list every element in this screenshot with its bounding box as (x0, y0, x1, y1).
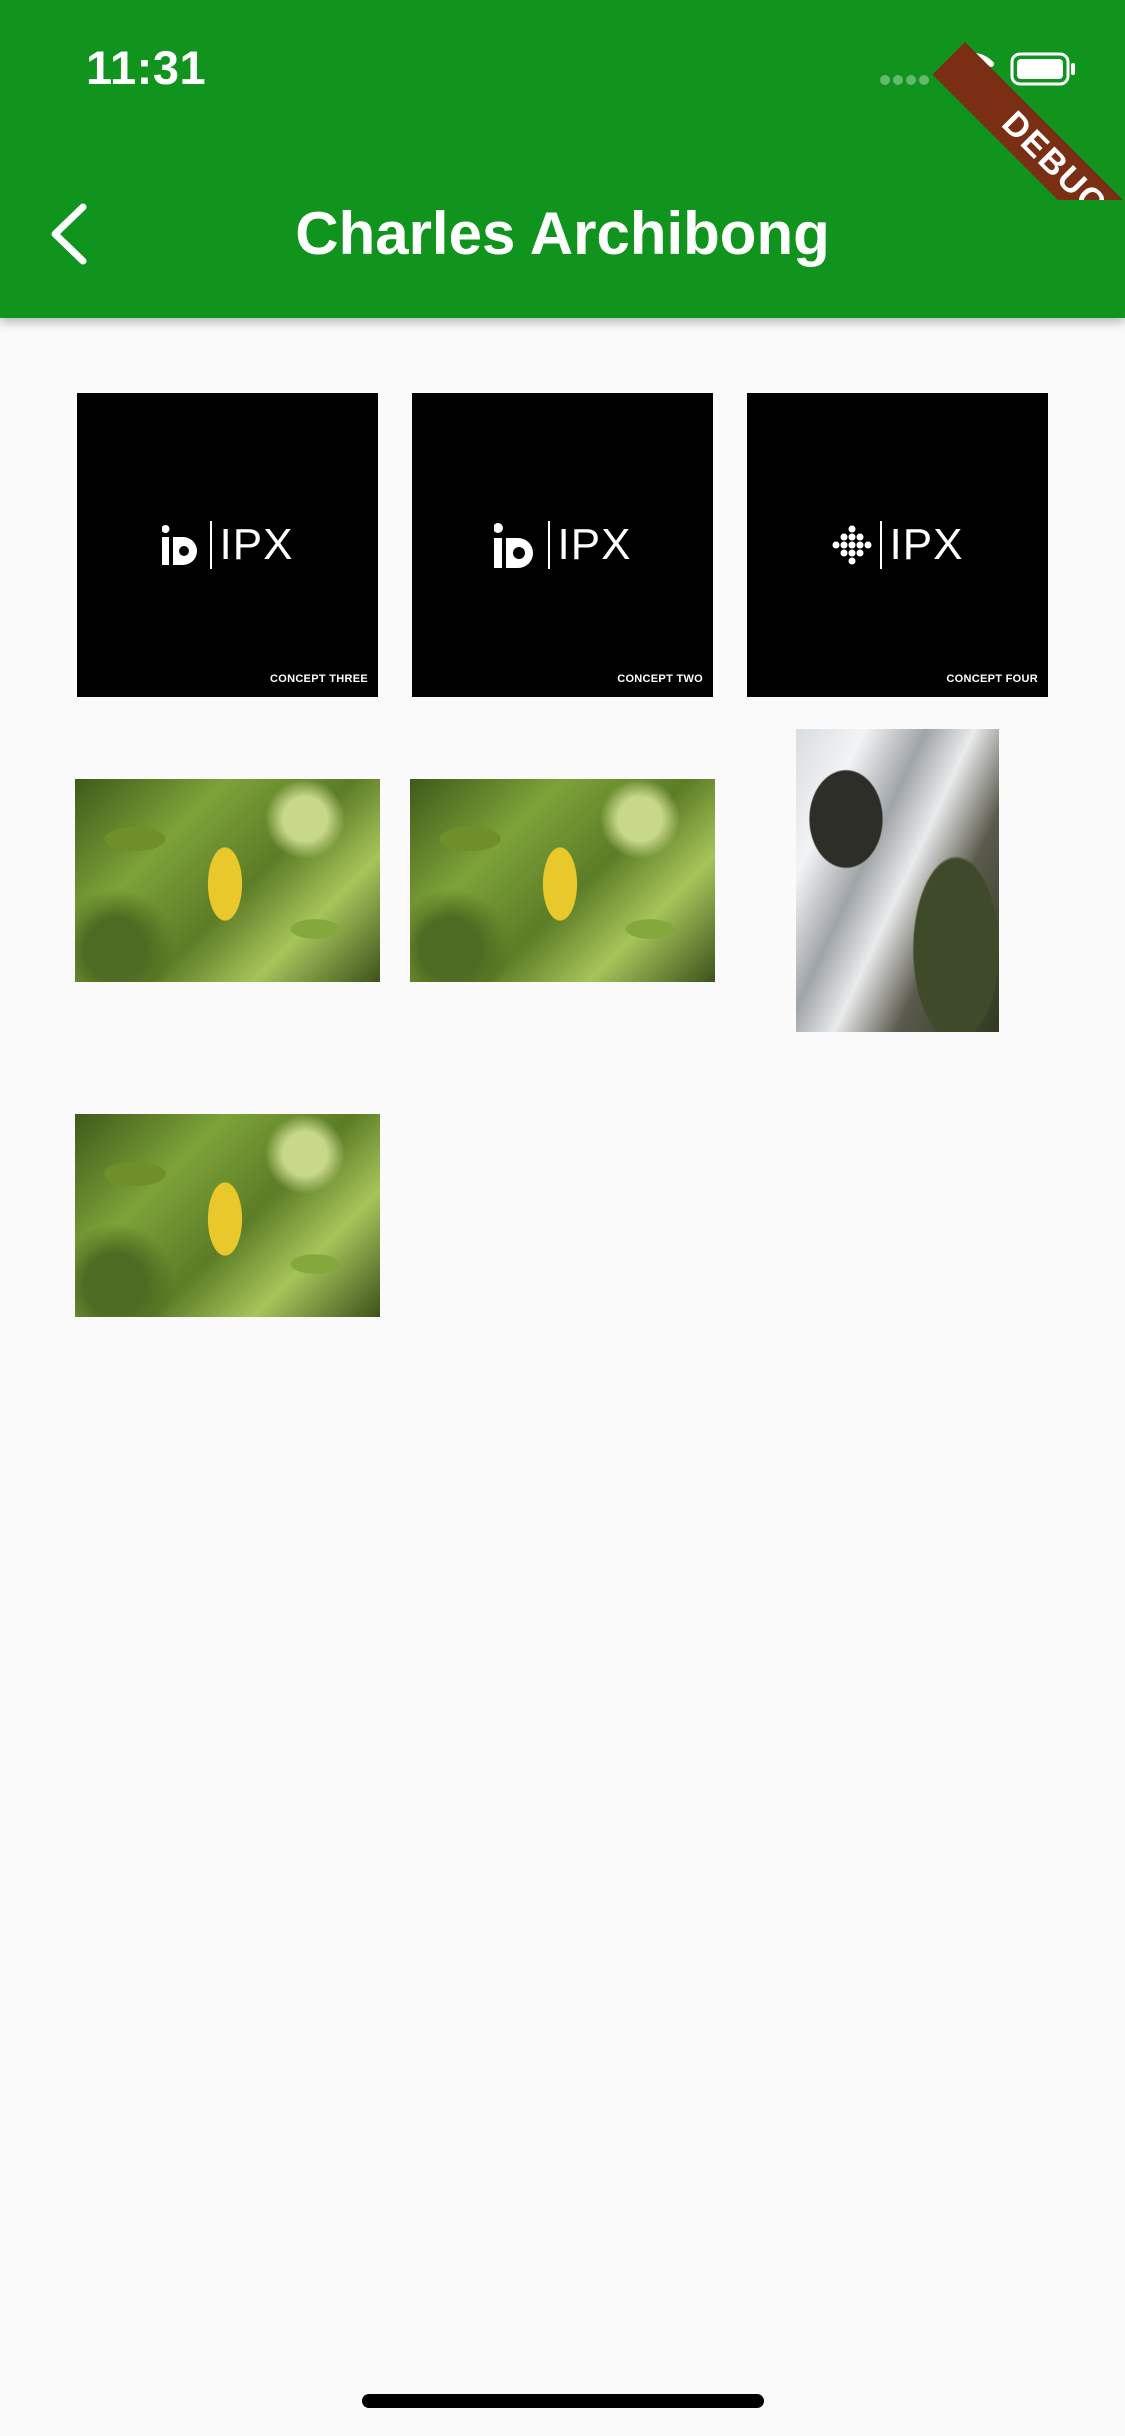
back-button[interactable] (38, 196, 98, 272)
logo-divider (547, 521, 550, 569)
gallery-image-leaf-photo[interactable] (75, 1114, 380, 1317)
gallery-image-concept-two[interactable]: IPX CONCEPT TWO (412, 393, 713, 697)
gallery-image-waterfall-photo[interactable] (796, 729, 999, 1032)
gallery-image-concept-three[interactable]: IPX CONCEPT THREE (77, 393, 378, 697)
ipx-logo: IPX (412, 393, 713, 697)
logo-text: IPX (557, 520, 632, 569)
logo-text: IPX (889, 520, 964, 569)
app-bar: 11:31 DEBUG Charles Archibong (0, 0, 1125, 318)
battery-icon (1010, 52, 1075, 86)
status-time: 11:31 (86, 41, 207, 94)
concept-label: CONCEPT THREE (269, 673, 368, 685)
ipx-brand-icon (493, 523, 533, 568)
concept-label: CONCEPT FOUR (946, 673, 1038, 685)
ipx-logo: IPX (77, 393, 378, 697)
debug-label: DEBUG (932, 42, 1125, 200)
page-title: Charles Archibong (295, 200, 830, 267)
gallery-image-concept-four[interactable]: IPX CONCEPT FOUR (747, 393, 1048, 697)
ipx-brand-icon (161, 525, 197, 565)
home-indicator[interactable] (362, 2394, 764, 2408)
debug-banner: DEBUG (925, 0, 1125, 200)
chevron-left-icon (51, 203, 87, 265)
logo-divider (209, 521, 212, 569)
cellular-signal-icon (880, 72, 932, 90)
concept-label: CONCEPT TWO (617, 673, 703, 685)
ipx-logo: IPX (747, 393, 1048, 697)
gallery-image-leaf-photo[interactable] (75, 779, 380, 982)
logo-text: IPX (219, 520, 294, 569)
logo-divider (879, 521, 882, 569)
gallery-image-leaf-photo[interactable] (410, 779, 715, 982)
dot-grid-icon (832, 525, 872, 565)
